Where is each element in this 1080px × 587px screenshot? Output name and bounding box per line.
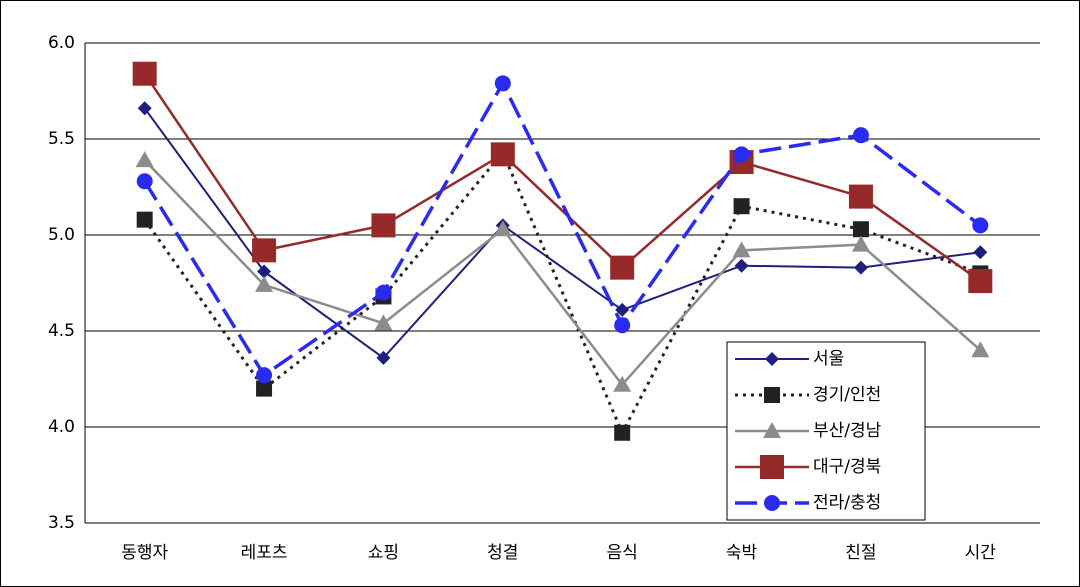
legend-label: 경기/인천 xyxy=(813,385,881,405)
data-point xyxy=(734,258,749,273)
data-point xyxy=(375,284,392,301)
data-point xyxy=(136,173,153,190)
series-line xyxy=(143,79,982,378)
legend-label: 서울 xyxy=(813,349,844,369)
legend-label: 부산/경남 xyxy=(813,421,882,441)
legend-marker xyxy=(764,495,780,511)
legend-label: 대구/경북 xyxy=(813,457,881,477)
x-tick-label: 쇼핑 xyxy=(368,543,399,563)
data-point xyxy=(494,75,511,92)
data-point xyxy=(973,245,988,260)
data-point xyxy=(853,260,868,275)
data-point xyxy=(614,424,631,441)
data-point xyxy=(613,375,632,392)
series-line xyxy=(143,149,981,437)
data-point xyxy=(374,314,393,331)
series-line xyxy=(143,73,982,283)
data-point xyxy=(615,302,630,317)
legend-marker xyxy=(764,387,780,403)
data-point xyxy=(137,101,152,116)
y-tick-label: 4.5 xyxy=(48,321,75,341)
data-point xyxy=(493,220,512,237)
legend-marker xyxy=(765,352,779,366)
data-point xyxy=(851,235,870,252)
data-point xyxy=(490,142,515,167)
data-point xyxy=(136,211,153,228)
data-point xyxy=(733,198,750,215)
data-point xyxy=(252,238,277,263)
series-line xyxy=(143,107,981,360)
y-tick-label: 6.0 xyxy=(48,33,75,53)
y-tick-label: 3.5 xyxy=(48,513,75,533)
data-point xyxy=(257,264,272,279)
legend-label: 전라/충청 xyxy=(813,493,881,513)
data-point xyxy=(610,255,635,280)
data-point xyxy=(852,221,869,238)
data-point xyxy=(135,151,154,168)
data-point xyxy=(256,367,273,384)
data-point xyxy=(733,146,750,163)
legend-marker xyxy=(763,422,781,438)
x-tick-label: 동행자 xyxy=(121,543,168,563)
x-tick-label: 친절 xyxy=(845,543,876,563)
x-tick-label: 레포츠 xyxy=(241,543,288,563)
data-point xyxy=(732,241,751,258)
y-tick-label: 5.5 xyxy=(48,129,75,149)
data-point xyxy=(852,127,869,144)
data-point xyxy=(971,341,990,358)
data-point xyxy=(371,213,396,238)
x-tick-label: 청결 xyxy=(487,543,518,563)
data-point xyxy=(848,184,873,209)
x-tick-label: 시간 xyxy=(965,543,997,563)
data-point xyxy=(614,317,631,334)
y-tick-label: 4.0 xyxy=(48,417,75,437)
data-point xyxy=(968,269,993,294)
x-tick-label: 음식 xyxy=(607,543,638,563)
legend-marker xyxy=(760,455,784,479)
x-tick-label: 숙박 xyxy=(726,543,758,563)
series-line xyxy=(143,159,982,387)
data-point xyxy=(376,350,391,365)
data-point xyxy=(255,275,274,292)
data-point xyxy=(972,217,989,234)
data-point xyxy=(256,380,273,397)
y-tick-label: 5.0 xyxy=(48,225,75,245)
data-point xyxy=(132,61,157,86)
